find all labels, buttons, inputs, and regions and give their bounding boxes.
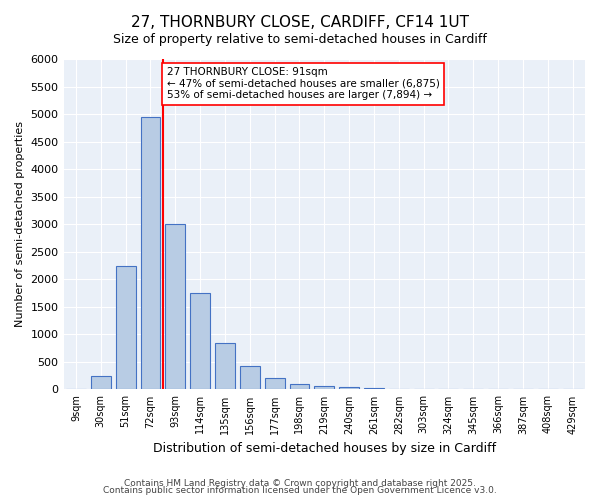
Bar (190, 293, 210, 390)
Bar (364, 388, 384, 390)
Bar (389, 389, 409, 390)
Bar (166, 224, 185, 390)
Bar (91, 376, 111, 390)
X-axis label: Distribution of semi-detached houses by size in Cardiff: Distribution of semi-detached houses by … (153, 442, 496, 455)
Bar (339, 387, 359, 390)
Bar (290, 384, 310, 390)
Text: Contains HM Land Registry data © Crown copyright and database right 2025.: Contains HM Land Registry data © Crown c… (124, 478, 476, 488)
Text: 27, THORNBURY CLOSE, CARDIFF, CF14 1UT: 27, THORNBURY CLOSE, CARDIFF, CF14 1UT (131, 15, 469, 30)
Text: Size of property relative to semi-detached houses in Cardiff: Size of property relative to semi-detach… (113, 32, 487, 46)
Bar (140, 117, 160, 390)
Text: 27 THORNBURY CLOSE: 91sqm
← 47% of semi-detached houses are smaller (6,875)
53% : 27 THORNBURY CLOSE: 91sqm ← 47% of semi-… (167, 68, 439, 100)
Bar (314, 386, 334, 390)
Bar (116, 266, 136, 390)
Y-axis label: Number of semi-detached properties: Number of semi-detached properties (15, 121, 25, 327)
Bar (265, 378, 284, 390)
Bar (240, 366, 260, 390)
Text: Contains public sector information licensed under the Open Government Licence v3: Contains public sector information licen… (103, 486, 497, 495)
Bar (215, 342, 235, 390)
